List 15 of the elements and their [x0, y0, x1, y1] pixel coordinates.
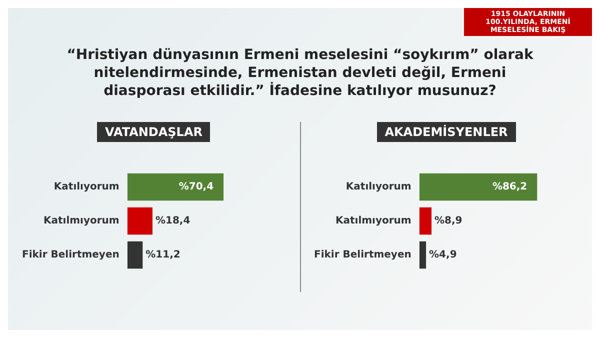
y-tick-label: Fikir Belirtmeyen [22, 250, 120, 261]
data-label: %86,2 [492, 182, 528, 193]
chart-title: VATANDAŞLAR [97, 122, 210, 142]
y-tick-label: Katılıyorum [54, 182, 120, 193]
y-tick-label: Katılmıyorum [43, 216, 120, 227]
data-label: %11,2 [145, 250, 180, 261]
y-tick-label: Katılmıyorum [336, 216, 412, 227]
data-label: %4,9 [429, 250, 458, 261]
data-label: %70,4 [178, 182, 214, 193]
y-tick-label: Katılıyorum [346, 182, 412, 193]
text: “Hristiyan dünyasının Ermeni meselesini “soykırım” olarak nitelendirmesinde, Ermenistan devleti değil, Ermeni diasporası etkilidir.” İfadesine katılıyor musunuz? [66, 46, 534, 100]
chart-title: AKADEMİSYENLER [376, 122, 516, 142]
data-label: %18,4 [155, 216, 190, 227]
data-label: %8,9 [434, 216, 463, 227]
y-tick-label: Fikir Belirtmeyen [314, 250, 412, 261]
